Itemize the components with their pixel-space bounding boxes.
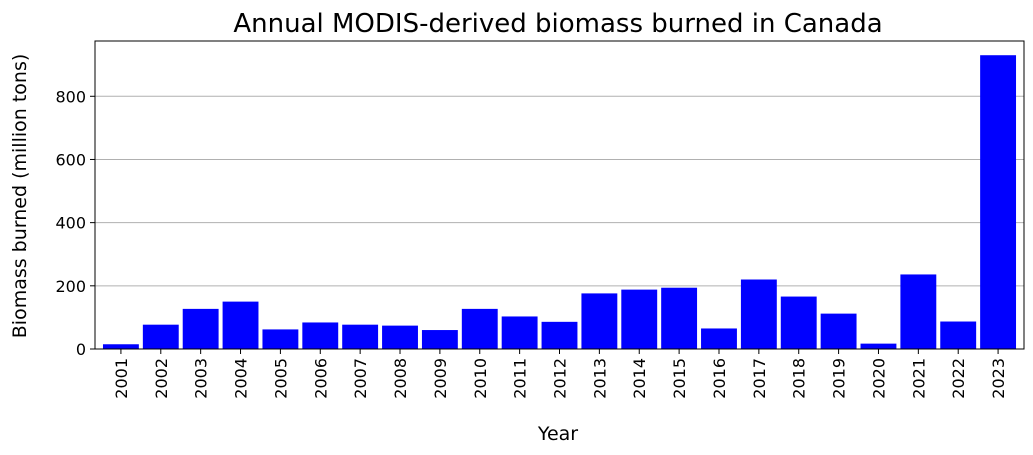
- bar-2013: [581, 293, 618, 349]
- y-axis-ticks: 0 200 400 600 800: [55, 87, 95, 359]
- x-tick-label-2006: 2006: [311, 358, 330, 399]
- bar-2021: [900, 274, 937, 349]
- bar-2003: [182, 308, 219, 349]
- x-tick-label-2001: 2001: [112, 358, 131, 399]
- x-tick-label-2009: 2009: [431, 358, 450, 399]
- x-tick-label-2023: 2023: [989, 358, 1008, 399]
- bar-2019: [820, 313, 857, 349]
- x-tick-label-2014: 2014: [630, 358, 649, 399]
- bar-2009: [421, 330, 458, 349]
- y-axis-label: Biomass burned (million tons): [9, 54, 31, 339]
- x-tick-label-2007: 2007: [351, 358, 370, 399]
- plot-frame: [94, 40, 1025, 350]
- bar-2002: [142, 324, 179, 349]
- bar-2015: [661, 287, 698, 349]
- gridlines: [95, 95, 1024, 287]
- bar-2008: [382, 325, 418, 349]
- x-tick-label-2008: 2008: [391, 358, 410, 399]
- bar-2022: [940, 321, 977, 349]
- chart-title: Annual MODIS-derived biomass burned in C…: [233, 9, 882, 39]
- bar-2007: [342, 324, 379, 349]
- x-tick-label-2010: 2010: [471, 358, 490, 399]
- y-tick-label-600: 600: [55, 150, 86, 169]
- x-tick-label-2019: 2019: [830, 358, 849, 399]
- bar-2011: [501, 316, 538, 349]
- bar-2005: [262, 329, 299, 349]
- x-tick-label-2012: 2012: [551, 358, 570, 399]
- x-tick-label-2011: 2011: [511, 358, 530, 399]
- y-tick-label-400: 400: [55, 214, 86, 233]
- bar-2001: [102, 344, 139, 349]
- x-tick-label-2021: 2021: [909, 358, 928, 399]
- bar-2020: [860, 343, 897, 349]
- bar-2006: [302, 322, 339, 349]
- bar-2023: [980, 55, 1017, 349]
- bar-2012: [541, 321, 578, 349]
- x-tick-label-2004: 2004: [232, 358, 251, 399]
- x-tick-label-2005: 2005: [271, 358, 290, 399]
- bar-2010: [461, 308, 498, 349]
- bar-2004: [222, 301, 259, 349]
- x-tick-label-2020: 2020: [869, 358, 888, 399]
- bar-2018: [780, 296, 817, 349]
- bar-2016: [701, 328, 737, 349]
- y-tick-label-0: 0: [76, 340, 86, 359]
- x-axis-ticks: 2001 2002 2003 2004 2005 2006 2007 2008 2009 2010…: [112, 349, 1008, 399]
- x-tick-label-2002: 2002: [152, 358, 171, 399]
- bar-2014: [621, 289, 658, 349]
- x-tick-label-2018: 2018: [790, 358, 809, 399]
- x-tick-label-2016: 2016: [710, 358, 729, 399]
- bar-2017: [740, 279, 777, 349]
- y-tick-label-200: 200: [55, 277, 86, 296]
- x-tick-label-2013: 2013: [590, 358, 609, 399]
- y-tick-label-800: 800: [55, 87, 86, 106]
- x-tick-label-2017: 2017: [750, 358, 769, 399]
- x-tick-label-2015: 2015: [670, 358, 689, 399]
- x-tick-label-2003: 2003: [192, 358, 211, 399]
- x-tick-label-2022: 2022: [949, 358, 968, 399]
- bars: [102, 55, 1017, 349]
- x-axis-label: Year: [537, 423, 578, 445]
